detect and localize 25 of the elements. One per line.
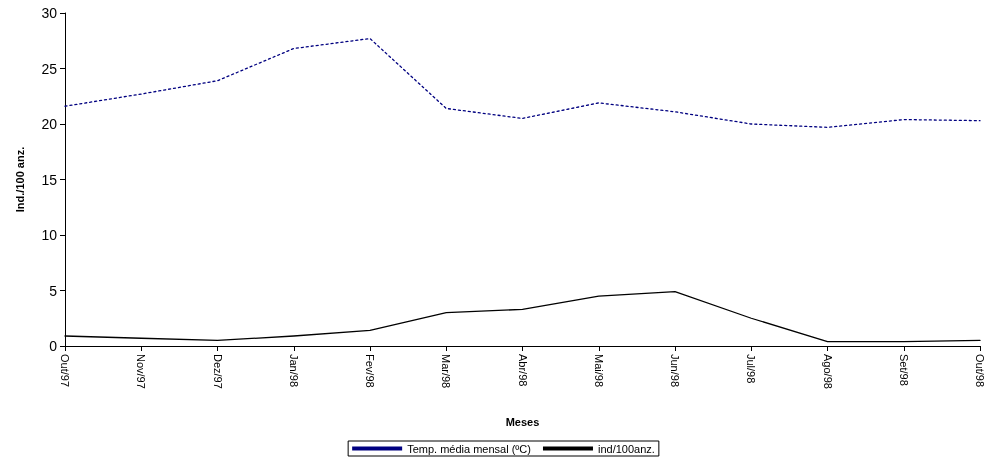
legend-label: ind/100anz. bbox=[597, 442, 655, 455]
line-series bbox=[64, 37, 981, 128]
x-tick-label: Abr/98 bbox=[516, 354, 529, 387]
y-tick-label: 10 bbox=[41, 227, 58, 243]
x-tick-label: Dez/97 bbox=[211, 354, 224, 389]
x-tick-label: Jul/98 bbox=[745, 354, 758, 384]
legend-label: Temp. média mensal (ºC) bbox=[407, 442, 531, 455]
x-tick-label: Jun/98 bbox=[669, 354, 681, 388]
y-tick-label: 25 bbox=[41, 60, 58, 77]
x-tick-label: Set/98 bbox=[897, 354, 910, 386]
x-tick-label: Ago/98 bbox=[821, 354, 834, 389]
x-tick-label: Fev/98 bbox=[364, 354, 376, 388]
x-tick-label: Mar/98 bbox=[440, 354, 453, 389]
y-axis-title: Ind./100 anz. bbox=[13, 146, 26, 213]
y-tick-label: 15 bbox=[41, 171, 58, 188]
x-tick-label: Nov/97 bbox=[135, 354, 148, 389]
x-axis-title: Meses bbox=[505, 415, 540, 428]
y-tick-label: 5 bbox=[49, 282, 58, 299]
y-tick-label: 20 bbox=[41, 116, 58, 132]
x-tick-label: Out/98 bbox=[974, 354, 986, 388]
x-tick-label: Out/97 bbox=[59, 354, 71, 388]
x-tick-label: Mai/98 bbox=[592, 354, 605, 388]
y-tick-label: 0 bbox=[49, 338, 58, 354]
x-tick-label: Jan/98 bbox=[287, 354, 300, 388]
y-tick-label: 30 bbox=[41, 5, 58, 21]
